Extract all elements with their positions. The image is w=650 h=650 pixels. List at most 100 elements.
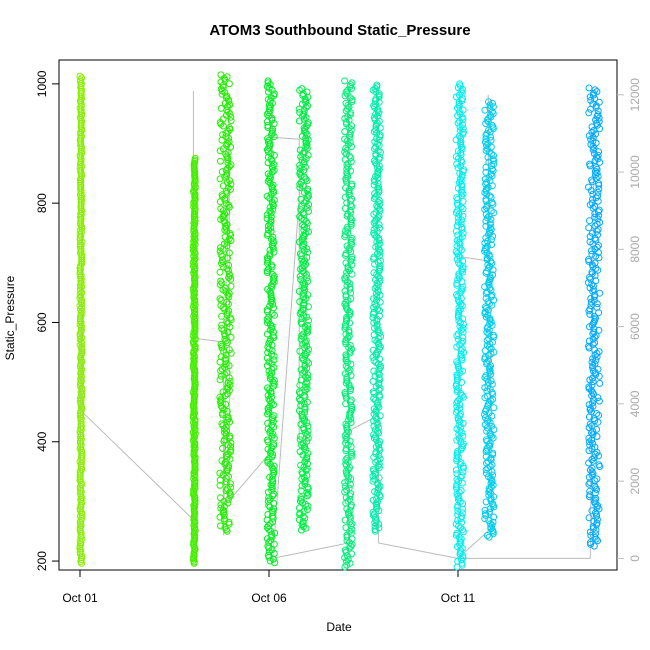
data-point — [226, 110, 234, 118]
data-point — [217, 367, 225, 375]
data-point — [224, 164, 232, 172]
data-point — [191, 231, 199, 239]
data-point — [263, 315, 271, 323]
data-point — [342, 251, 349, 259]
axes-layer: 2004006008001000020004000600080001000012… — [35, 70, 642, 605]
data-point — [371, 231, 379, 239]
data-point — [585, 493, 593, 501]
data-point — [341, 205, 349, 212]
data-point — [481, 106, 489, 114]
data-point — [591, 245, 599, 253]
data-point — [300, 284, 308, 292]
data-point — [303, 431, 311, 439]
data-point — [302, 383, 310, 391]
data-point — [303, 88, 311, 96]
data-point — [595, 242, 602, 249]
data-point — [371, 193, 379, 201]
y2-tick-label: 8000 — [628, 236, 642, 263]
data-point — [227, 483, 235, 491]
data-point — [305, 316, 312, 324]
data-point — [486, 192, 494, 200]
data-point — [296, 511, 304, 519]
data-point — [586, 420, 594, 428]
data-point — [588, 123, 596, 131]
data-point — [483, 179, 491, 186]
data-point — [371, 217, 379, 225]
data-point — [341, 77, 349, 85]
data-point — [270, 382, 278, 390]
data-point — [591, 346, 598, 354]
data-point — [346, 83, 354, 90]
data-point — [218, 404, 226, 412]
series-3 — [216, 71, 235, 535]
data-point — [302, 230, 309, 237]
data-point — [458, 444, 466, 452]
data-point — [375, 460, 383, 468]
data-point — [304, 291, 312, 299]
data-point — [303, 385, 311, 393]
data-point — [585, 459, 593, 467]
data-point — [303, 380, 311, 387]
data-point — [221, 284, 229, 292]
data-point — [594, 226, 602, 233]
data-point — [596, 463, 604, 470]
data-point — [457, 487, 465, 494]
data-point — [304, 434, 312, 442]
data-point — [300, 444, 308, 452]
y-axis-label: Static_Pressure — [3, 275, 17, 360]
data-point — [300, 426, 308, 433]
data-point — [218, 90, 226, 98]
data-point — [303, 313, 310, 321]
data-point — [459, 130, 467, 138]
data-point — [376, 376, 384, 384]
data-point — [341, 148, 349, 156]
data-point — [226, 272, 234, 280]
data-point — [295, 388, 303, 396]
data-point — [299, 243, 307, 251]
data-point — [375, 136, 383, 144]
data-point — [346, 139, 354, 147]
data-point — [223, 339, 231, 347]
data-point — [589, 319, 597, 327]
data-point — [459, 505, 467, 513]
data-point — [191, 240, 199, 248]
data-point — [296, 272, 304, 280]
data-point — [369, 314, 377, 322]
data-point — [221, 210, 229, 218]
data-point — [300, 226, 308, 234]
data-point — [295, 395, 303, 403]
data-point — [225, 134, 233, 142]
data-point — [226, 480, 234, 488]
data-point — [189, 491, 197, 499]
data-point — [304, 449, 312, 457]
data-point — [219, 252, 227, 260]
secondary-series-line — [79, 90, 595, 560]
data-point — [266, 460, 274, 468]
data-point — [295, 516, 303, 524]
data-point — [298, 332, 306, 340]
data-point — [458, 188, 465, 196]
data-point — [270, 133, 278, 141]
data-point — [590, 542, 598, 550]
data-point — [302, 175, 310, 183]
data-point — [482, 305, 490, 312]
data-point — [347, 542, 355, 550]
data-point — [219, 207, 227, 215]
data-point — [376, 446, 384, 454]
data-point — [267, 209, 275, 217]
data-point — [190, 559, 198, 567]
data-point — [373, 283, 381, 291]
data-point — [375, 221, 383, 229]
data-point — [586, 310, 594, 318]
data-point — [371, 336, 379, 344]
data-point — [376, 343, 384, 351]
data-point — [265, 525, 273, 533]
data-point — [370, 410, 378, 418]
data-point — [343, 486, 351, 494]
data-point — [482, 197, 490, 205]
data-point — [341, 563, 349, 571]
data-point — [216, 147, 224, 155]
data-point — [481, 506, 489, 514]
data-point — [483, 375, 491, 383]
data-point — [589, 367, 597, 375]
